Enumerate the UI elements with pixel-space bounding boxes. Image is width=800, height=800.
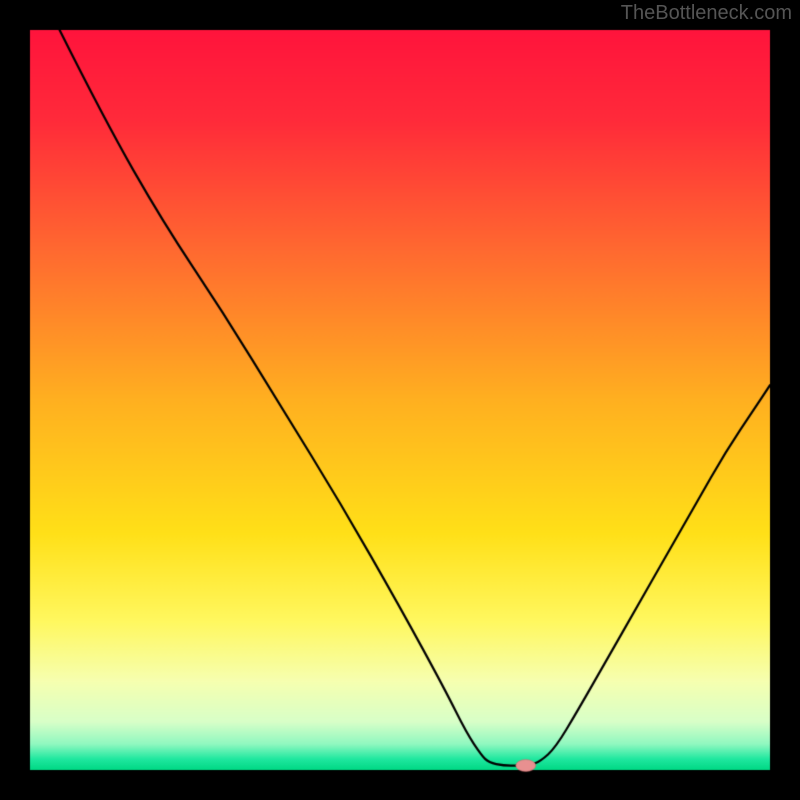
bottleneck-chart-canvas xyxy=(0,0,800,800)
watermark-text: TheBottleneck.com xyxy=(621,2,792,25)
chart-container: TheBottleneck.com xyxy=(0,0,800,800)
